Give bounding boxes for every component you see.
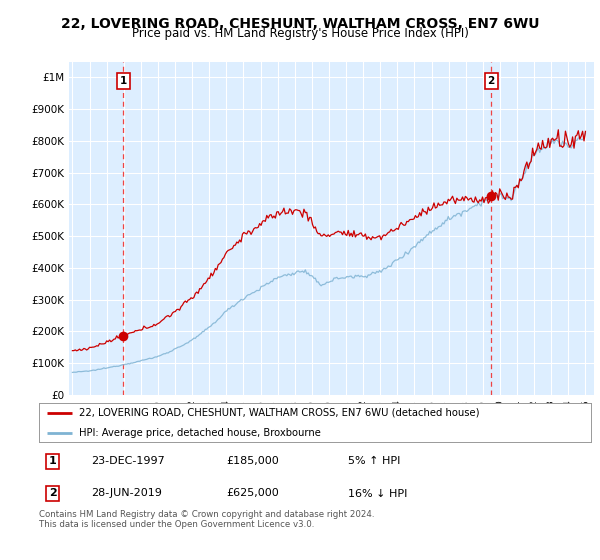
- Text: 1: 1: [49, 456, 56, 466]
- Text: 2: 2: [49, 488, 56, 498]
- Text: 22, LOVERING ROAD, CHESHUNT, WALTHAM CROSS, EN7 6WU: 22, LOVERING ROAD, CHESHUNT, WALTHAM CRO…: [61, 17, 539, 31]
- Text: 22, LOVERING ROAD, CHESHUNT, WALTHAM CROSS, EN7 6WU (detached house): 22, LOVERING ROAD, CHESHUNT, WALTHAM CRO…: [79, 408, 479, 418]
- Text: 28-JUN-2019: 28-JUN-2019: [91, 488, 163, 498]
- Text: £185,000: £185,000: [227, 456, 280, 466]
- Text: 23-DEC-1997: 23-DEC-1997: [91, 456, 165, 466]
- Text: Contains HM Land Registry data © Crown copyright and database right 2024.
This d: Contains HM Land Registry data © Crown c…: [39, 510, 374, 529]
- Text: HPI: Average price, detached house, Broxbourne: HPI: Average price, detached house, Brox…: [79, 428, 320, 438]
- Text: Price paid vs. HM Land Registry's House Price Index (HPI): Price paid vs. HM Land Registry's House …: [131, 27, 469, 40]
- Text: 16% ↓ HPI: 16% ↓ HPI: [348, 488, 407, 498]
- Text: 2: 2: [488, 76, 495, 86]
- Text: £625,000: £625,000: [227, 488, 280, 498]
- Text: 1: 1: [119, 76, 127, 86]
- Text: 5% ↑ HPI: 5% ↑ HPI: [348, 456, 400, 466]
